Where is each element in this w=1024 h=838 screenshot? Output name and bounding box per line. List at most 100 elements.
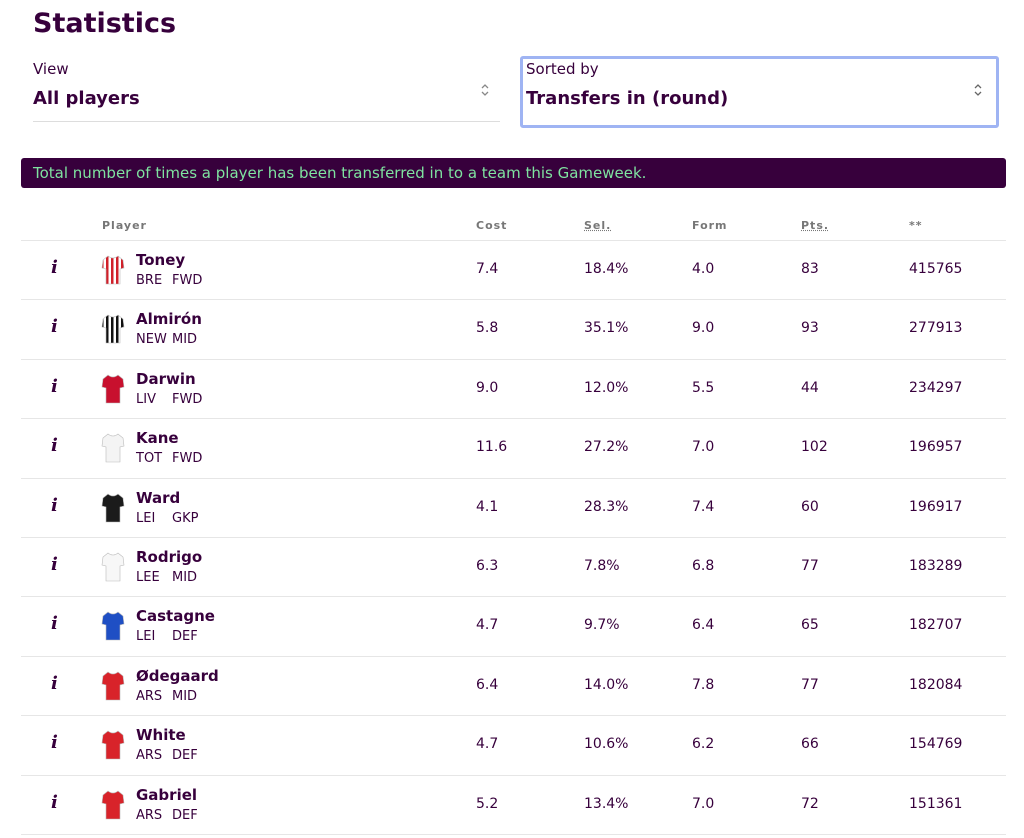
column-header[interactable]: Sel.	[584, 219, 612, 232]
view-underline	[33, 121, 500, 122]
table-row	[21, 358, 1006, 419]
view-label: View	[33, 60, 69, 78]
player-position: DEF	[172, 629, 198, 645]
cell-selected: 10.6%	[584, 736, 629, 753]
team-shirt	[101, 612, 125, 641]
info-button[interactable]: i	[51, 494, 58, 516]
cell-selected: 13.4%	[584, 795, 629, 812]
column-header: Form	[692, 219, 728, 232]
player-name[interactable]: Darwin	[136, 369, 196, 388]
player-team: ARS	[136, 688, 163, 704]
player-position: FWD	[172, 391, 203, 407]
team-shirt	[101, 433, 125, 463]
player-name[interactable]: Toney	[136, 251, 186, 269]
cell-points: 102	[801, 439, 828, 456]
table-row	[21, 655, 1006, 716]
cell-points: 93	[801, 320, 819, 337]
player-position: MID	[172, 688, 198, 704]
cell-cost: 6.3	[476, 558, 499, 574]
team-shirt	[101, 671, 125, 701]
info-button[interactable]: i	[51, 257, 58, 278]
column-header: Cost	[476, 219, 508, 232]
team-shirt	[101, 552, 125, 582]
info-button[interactable]: i	[51, 554, 58, 575]
table-row	[21, 240, 1006, 300]
player-team: NEW	[136, 332, 167, 348]
table-row	[21, 418, 1006, 478]
cell-form: 6.8	[692, 558, 715, 574]
cell-selected: 28.3%	[584, 498, 629, 515]
sort-select[interactable]: Transfers in (round)	[526, 88, 729, 109]
table-row	[21, 774, 1006, 835]
info-button[interactable]: i	[51, 613, 58, 635]
cell-form: 7.0	[692, 439, 715, 456]
cell-points: 65	[801, 617, 819, 634]
player-team: LEI	[136, 629, 156, 645]
cell-form: 9.0	[692, 320, 715, 337]
table-row	[21, 299, 1006, 359]
player-name[interactable]: Castagne	[136, 607, 215, 626]
cell-points: 66	[801, 736, 819, 753]
cell-transfers: 234297	[909, 379, 963, 396]
player-position: DEF	[172, 748, 198, 764]
player-name[interactable]: White	[136, 726, 186, 745]
player-team: TOT	[136, 451, 163, 467]
cell-transfers: 415765	[909, 261, 963, 277]
cell-transfers: 196957	[909, 439, 963, 456]
column-header[interactable]: Pts.	[801, 219, 830, 232]
cell-selected: 27.2%	[584, 439, 629, 456]
cell-cost: 7.4	[476, 261, 499, 277]
info-button[interactable]: i	[51, 375, 58, 397]
player-position: FWD	[172, 273, 203, 288]
cell-transfers: 196917	[909, 498, 963, 515]
sort-select-box[interactable]	[520, 56, 999, 128]
info-banner: Total number of times a player has been …	[21, 158, 1006, 188]
cell-selected: 9.7%	[584, 617, 620, 634]
cell-points: 77	[801, 676, 819, 693]
cell-points: 72	[801, 795, 819, 812]
player-position: GKP	[172, 510, 199, 526]
info-button[interactable]: i	[51, 791, 58, 813]
cell-transfers: 182707	[909, 617, 963, 634]
player-team: ARS	[136, 807, 163, 823]
team-shirt	[101, 730, 125, 760]
team-shirt	[101, 790, 125, 819]
player-name[interactable]: Almirón	[136, 310, 202, 329]
info-button[interactable]: i	[51, 435, 58, 457]
player-name[interactable]: Rodrigo	[136, 548, 203, 566]
cell-transfers: 151361	[909, 795, 963, 812]
player-team: LEI	[136, 510, 156, 526]
table-row	[21, 715, 1006, 775]
player-name[interactable]: Gabriel	[136, 785, 198, 804]
cell-cost: 4.1	[476, 498, 499, 515]
player-name[interactable]: Ødegaard	[136, 666, 219, 685]
column-header: **	[909, 219, 923, 232]
cell-selected: 12.0%	[584, 379, 629, 396]
player-name[interactable]: Ward	[136, 488, 181, 507]
player-name[interactable]: Kane	[136, 429, 179, 448]
cell-cost: 9.0	[476, 379, 499, 396]
cell-transfers: 277913	[909, 320, 963, 337]
info-button[interactable]: i	[51, 732, 58, 754]
table-row	[21, 537, 1006, 597]
player-position: DEF	[172, 807, 198, 823]
view-select[interactable]: All players	[33, 88, 140, 109]
cell-form: 7.0	[692, 795, 715, 812]
team-shirt	[101, 374, 125, 404]
info-button[interactable]: i	[51, 316, 58, 338]
team-shirt	[101, 493, 125, 522]
player-position: MID	[172, 570, 198, 585]
cell-form: 6.2	[692, 736, 715, 753]
cell-selected: 18.4%	[584, 261, 629, 277]
team-shirt	[101, 315, 125, 344]
cell-points: 44	[801, 379, 819, 396]
info-button[interactable]: i	[51, 672, 58, 694]
team-shirt	[101, 255, 125, 285]
player-position: MID	[172, 332, 198, 348]
table-bottom-border	[21, 834, 1006, 836]
player-team: LEE	[136, 570, 160, 585]
cell-transfers: 154769	[909, 736, 963, 753]
cell-form: 5.5	[692, 379, 715, 396]
player-team: BRE	[136, 273, 163, 288]
